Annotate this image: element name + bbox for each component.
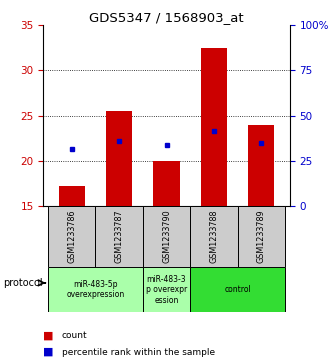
Bar <box>48 206 96 267</box>
Bar <box>237 206 285 267</box>
Bar <box>106 111 132 206</box>
Text: GSM1233788: GSM1233788 <box>209 210 218 263</box>
Text: GSM1233790: GSM1233790 <box>162 209 171 263</box>
Bar <box>154 160 179 206</box>
Text: ■: ■ <box>43 331 57 341</box>
Bar <box>59 186 85 206</box>
Bar <box>143 267 190 312</box>
Bar <box>190 267 285 312</box>
Bar <box>190 206 237 267</box>
Text: percentile rank within the sample: percentile rank within the sample <box>62 348 215 356</box>
Text: GSM1233787: GSM1233787 <box>115 209 124 263</box>
Text: protocol: protocol <box>3 278 42 288</box>
Text: miR-483-5p
overexpression: miR-483-5p overexpression <box>66 280 125 299</box>
Bar <box>248 125 274 206</box>
Text: ■: ■ <box>43 347 57 357</box>
Text: GSM1233786: GSM1233786 <box>67 210 76 263</box>
Bar <box>201 48 227 206</box>
Bar <box>96 206 143 267</box>
Text: miR-483-3
p overexpr
ession: miR-483-3 p overexpr ession <box>146 275 187 305</box>
Bar <box>143 206 190 267</box>
Text: count: count <box>62 331 87 340</box>
Title: GDS5347 / 1568903_at: GDS5347 / 1568903_at <box>89 11 244 24</box>
Text: control: control <box>224 285 251 294</box>
Text: GSM1233789: GSM1233789 <box>257 209 266 263</box>
Bar <box>48 267 143 312</box>
